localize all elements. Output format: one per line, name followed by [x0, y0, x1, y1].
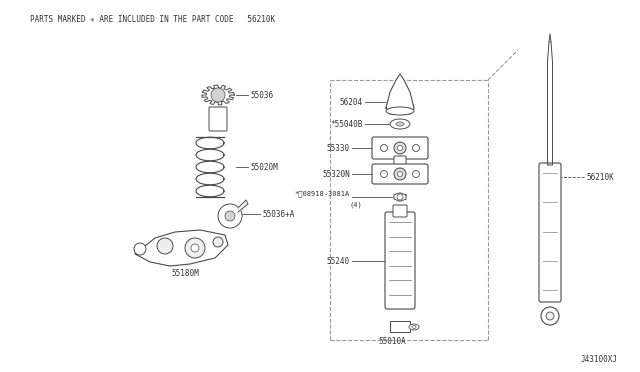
- Circle shape: [397, 194, 403, 200]
- Text: (4): (4): [349, 202, 362, 208]
- Circle shape: [213, 237, 223, 247]
- Text: 55180M: 55180M: [171, 269, 199, 279]
- Text: 56204: 56204: [340, 97, 363, 106]
- Text: 55320N: 55320N: [323, 170, 350, 179]
- Circle shape: [397, 145, 403, 151]
- Circle shape: [381, 170, 387, 177]
- FancyBboxPatch shape: [393, 205, 407, 217]
- Text: 55020M: 55020M: [250, 163, 278, 171]
- FancyBboxPatch shape: [394, 156, 406, 166]
- Ellipse shape: [409, 324, 419, 330]
- Polygon shape: [202, 85, 234, 105]
- Polygon shape: [394, 193, 406, 201]
- Circle shape: [191, 244, 199, 252]
- FancyBboxPatch shape: [209, 107, 227, 131]
- Circle shape: [394, 142, 406, 154]
- Circle shape: [185, 238, 205, 258]
- Circle shape: [546, 312, 554, 320]
- Text: 55010A: 55010A: [378, 337, 406, 346]
- Circle shape: [413, 170, 419, 177]
- Ellipse shape: [386, 107, 414, 115]
- Text: 55240: 55240: [327, 257, 350, 266]
- Text: 56210K: 56210K: [586, 173, 614, 182]
- Circle shape: [157, 238, 173, 254]
- Text: 55330: 55330: [327, 144, 350, 153]
- Circle shape: [134, 243, 146, 255]
- FancyBboxPatch shape: [372, 137, 428, 159]
- Text: *08918-3081A: *08918-3081A: [295, 191, 350, 197]
- FancyBboxPatch shape: [390, 321, 410, 332]
- Circle shape: [394, 168, 406, 180]
- Circle shape: [381, 144, 387, 151]
- Polygon shape: [135, 230, 228, 266]
- Circle shape: [218, 204, 242, 228]
- Text: 55036+A: 55036+A: [262, 209, 294, 218]
- FancyBboxPatch shape: [385, 212, 415, 309]
- Text: PARTS MARKED ✳ ARE INCLUDED IN THE PART CODE   56210K: PARTS MARKED ✳ ARE INCLUDED IN THE PART …: [30, 15, 275, 24]
- Circle shape: [225, 211, 235, 221]
- Circle shape: [541, 307, 559, 325]
- Text: J43100XJ: J43100XJ: [581, 355, 618, 364]
- Circle shape: [211, 88, 225, 102]
- Polygon shape: [547, 42, 552, 165]
- FancyBboxPatch shape: [539, 163, 561, 302]
- Ellipse shape: [396, 122, 404, 126]
- Circle shape: [413, 144, 419, 151]
- Text: 55036: 55036: [250, 90, 273, 99]
- FancyBboxPatch shape: [372, 164, 428, 184]
- Ellipse shape: [390, 119, 410, 129]
- Polygon shape: [238, 200, 248, 212]
- Text: *55040B: *55040B: [331, 119, 363, 128]
- Ellipse shape: [412, 326, 416, 328]
- Polygon shape: [386, 74, 414, 114]
- Circle shape: [397, 171, 403, 176]
